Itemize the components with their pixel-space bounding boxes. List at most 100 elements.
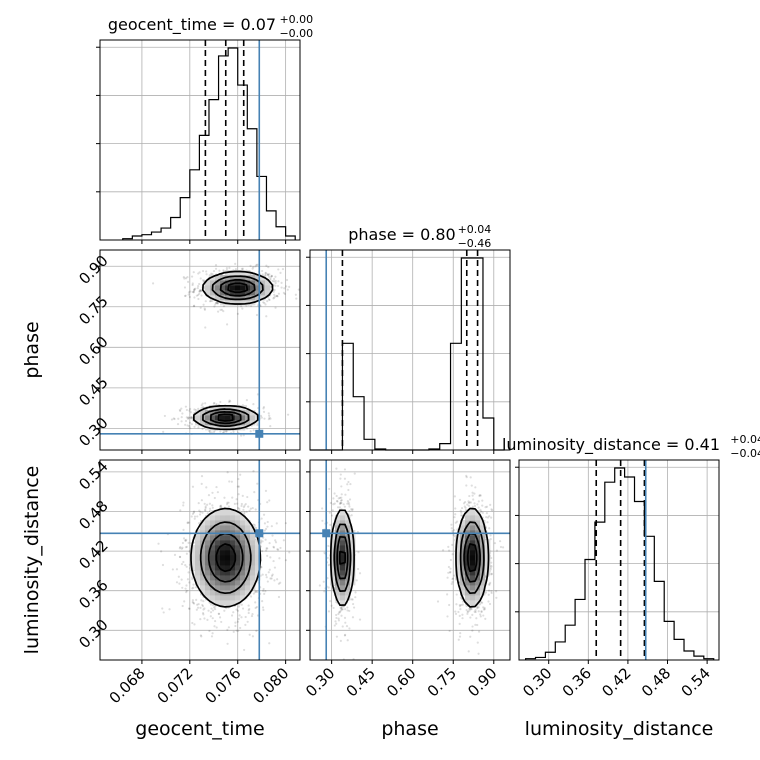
sample-point (267, 412, 270, 415)
sample-point (212, 430, 216, 434)
density-cell (230, 525, 236, 531)
sample-point (343, 477, 347, 480)
density-cell (200, 590, 206, 596)
sample-point (481, 511, 484, 514)
sample-point (337, 497, 340, 500)
density-cell (195, 555, 201, 561)
density-cell (475, 560, 481, 566)
density-cell (220, 540, 226, 546)
sample-point (276, 295, 279, 298)
sample-point (202, 303, 205, 306)
sample-point (283, 292, 286, 296)
sample-point (225, 266, 229, 270)
sample-point (200, 289, 203, 292)
sample-point (184, 419, 188, 423)
sample-point (199, 618, 202, 621)
sample-point (490, 573, 493, 576)
sample-point (214, 619, 217, 623)
hist1d-phase-bg (310, 250, 510, 450)
sample-point (272, 277, 276, 281)
sample-point (484, 505, 487, 509)
sample-point (483, 608, 486, 611)
density-cell (230, 555, 236, 561)
density-cell (210, 520, 216, 526)
sample-point (222, 310, 225, 313)
sample-point (195, 598, 198, 601)
sample-point (460, 511, 463, 514)
sample-point (187, 541, 190, 544)
sample-point (188, 425, 191, 428)
density-cell (220, 545, 226, 551)
density-cell (245, 555, 251, 561)
sample-point (480, 610, 483, 614)
sample-point (238, 507, 241, 511)
grid-y-phase (306, 256, 510, 403)
sample-point (188, 409, 191, 412)
sample-point (339, 473, 342, 476)
sample-point (215, 301, 218, 304)
density-cell (210, 595, 216, 601)
sample-point (481, 504, 484, 507)
sample-point (193, 287, 196, 291)
density-cell (195, 545, 201, 551)
sample-point (237, 477, 240, 481)
x-tick-label: 0.068 (106, 664, 149, 707)
density-cell (215, 415, 221, 421)
sample-point (185, 589, 188, 592)
sample-point (447, 571, 450, 574)
contour-line (329, 507, 490, 608)
sample-point (452, 529, 456, 532)
density-cell (230, 590, 236, 596)
sample-point (197, 603, 200, 606)
sample-point (456, 520, 459, 523)
density-cell (465, 570, 471, 576)
x-ticks-geocent_time (141, 240, 287, 244)
density-cell (240, 590, 246, 596)
sample-point (265, 547, 268, 550)
x-ticks-luminosity_distance: 0.30 0.36 0.42 0.48 0.54 (519, 660, 714, 700)
sample-point (337, 617, 340, 620)
sample-point (266, 520, 269, 524)
sample-point (256, 393, 260, 396)
sample-point (495, 596, 498, 599)
density-cell (255, 280, 261, 286)
density-cell (345, 595, 351, 601)
sample-point (201, 605, 205, 608)
density-cell (195, 565, 201, 571)
sample-point (216, 310, 220, 313)
density-cell (250, 570, 256, 576)
density-cell (230, 560, 236, 566)
density-cell (220, 565, 226, 571)
density-cell (335, 595, 341, 601)
sample-point (462, 502, 466, 505)
sample-point (211, 617, 214, 620)
sample-point (449, 571, 452, 574)
sample-point (261, 573, 264, 576)
density-cell (345, 515, 351, 521)
density-cell (235, 580, 241, 586)
sample-point (451, 577, 455, 580)
sample-point (185, 545, 188, 549)
density-cell (475, 595, 481, 601)
sample-point (198, 509, 201, 512)
sample-point (260, 416, 263, 419)
sample-point (226, 642, 229, 645)
sample-point (219, 504, 223, 507)
density-cell (200, 575, 206, 581)
sample-point (190, 417, 193, 420)
sample-point (188, 581, 191, 584)
density-cell (220, 415, 226, 421)
sample-point (189, 416, 192, 419)
sample-point (465, 608, 468, 612)
sample-point (256, 263, 259, 266)
density-cell (230, 570, 236, 576)
sample-point (193, 517, 196, 520)
sample-point (254, 508, 257, 511)
sample-point (181, 541, 184, 545)
density-cell (240, 570, 246, 576)
sample-point (161, 607, 164, 610)
truth-marker (255, 529, 264, 538)
density-cell (245, 590, 251, 596)
density-cell (250, 285, 256, 291)
sample-point (207, 494, 211, 497)
